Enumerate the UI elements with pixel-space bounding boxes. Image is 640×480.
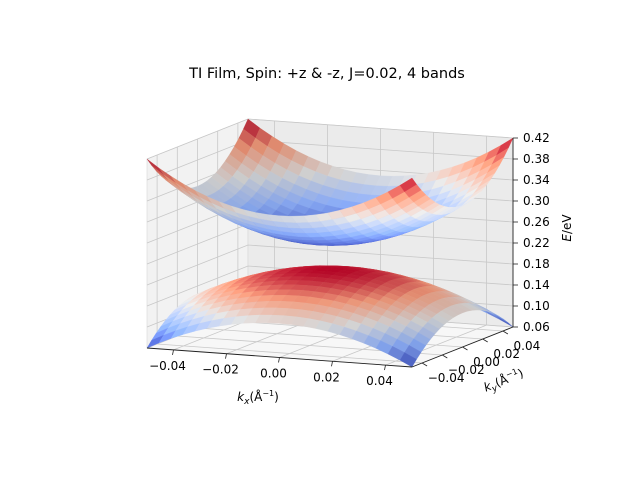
y-tick-label: −0.04 xyxy=(428,371,465,385)
z-tick-label: 0.38 xyxy=(523,152,550,166)
grid-line-z xyxy=(146,244,514,286)
x-tick-mark xyxy=(384,365,386,371)
surface-upper-band xyxy=(146,118,514,246)
x-tick-mark xyxy=(278,357,280,363)
x-tick-label: 0.04 xyxy=(366,374,393,388)
x-tick-label: −0.02 xyxy=(202,363,239,377)
grid-line-y xyxy=(157,343,423,364)
surface-facet xyxy=(399,177,417,192)
surface-plot xyxy=(146,118,514,368)
y-tick-mark xyxy=(462,346,468,351)
z-tick-label: 0.06 xyxy=(523,320,550,334)
z-tick-label: 0.42 xyxy=(523,131,550,145)
y-tick-label: 0.02 xyxy=(493,347,520,361)
x-tick-mark xyxy=(331,361,333,367)
x-tick-label: 0.00 xyxy=(260,367,287,381)
z-axis-label: E/eV xyxy=(560,214,574,242)
y-tick-mark xyxy=(442,354,448,359)
tick-labels: −0.04 −0.02 0.00 0.02 0.04 −0.04−0.020.000.02… xyxy=(149,131,550,388)
chart-title: TI Film, Spin: +z & -z, J=0.02, 4 bands xyxy=(188,66,465,82)
y-tick-label: −0.02 xyxy=(448,363,485,377)
x-tick-label: 0.02 xyxy=(313,370,340,384)
y-tick-label: 0.00 xyxy=(473,355,500,369)
x-axis-label: kx(Å−1) xyxy=(237,389,279,407)
z-tick-label: 0.34 xyxy=(523,173,550,187)
z-tick-label: 0.18 xyxy=(523,257,550,271)
y-tick-mark xyxy=(482,338,488,343)
z-tick-label: 0.26 xyxy=(523,215,550,229)
z-tick-label: 0.22 xyxy=(523,236,550,250)
y-tick-label: 0.04 xyxy=(514,339,541,353)
z-tick-label: 0.10 xyxy=(523,299,550,313)
x-tick-mark xyxy=(172,349,174,355)
axis-lines xyxy=(146,137,518,371)
x-tick-mark xyxy=(225,353,227,359)
surface-facet xyxy=(399,352,417,368)
y-tick-mark xyxy=(502,330,509,335)
surface-lower-band xyxy=(146,265,514,368)
x-tick-label: −0.04 xyxy=(149,359,186,373)
z-tick-label: 0.14 xyxy=(523,278,550,292)
grid-line-z xyxy=(146,265,514,307)
z-tick-label: 0.30 xyxy=(523,194,550,208)
y-tick-mark xyxy=(421,362,428,367)
